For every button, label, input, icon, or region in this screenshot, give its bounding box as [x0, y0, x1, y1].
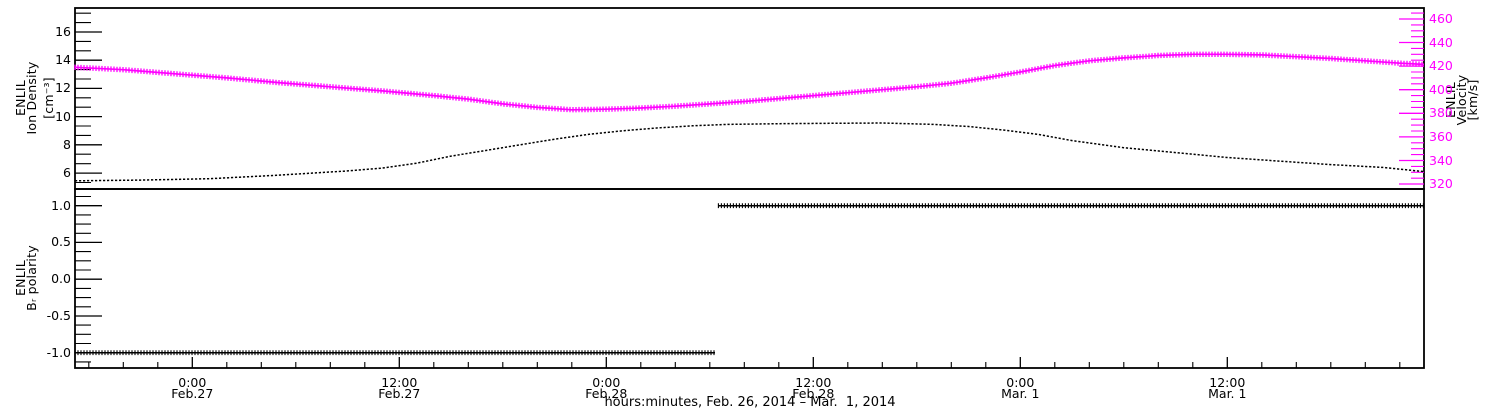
density-axis-tick-label: 10 — [55, 108, 71, 124]
polarity-axis-tick-label: -0.5 — [46, 307, 71, 323]
density-axis-tick-label: 8 — [63, 136, 71, 152]
velocity-axis-tick-label: 460 — [1429, 10, 1453, 26]
x-tick-date-label: Mar. 1 — [1001, 385, 1040, 401]
x-tick-date-label: Feb.28 — [792, 385, 835, 401]
br-polarity-segment-markers — [74, 350, 715, 356]
density-axis-tick-label: 16 — [55, 23, 71, 39]
polarity-axis-major-ticks — [75, 205, 102, 354]
x-tick-date-label: Feb.27 — [171, 385, 214, 401]
x-tick-date-label: Feb.28 — [585, 385, 628, 401]
density-axis-tick-label: 12 — [55, 80, 71, 96]
velocity-axis-tick-label: 340 — [1429, 152, 1453, 168]
velocity-axis-tick-label: 420 — [1429, 57, 1453, 73]
velocity-axis-tick-label: 360 — [1429, 128, 1453, 144]
polarity-axis-minor-ticks — [75, 195, 91, 363]
polarity-axis-tick-label: 0.0 — [51, 270, 71, 286]
polarity-axis-tick-label: -1.0 — [46, 344, 71, 360]
br-polarity-segment-markers — [717, 203, 1424, 209]
velocity-curve-markers — [74, 51, 1423, 113]
density-axis-tick-label: 14 — [55, 51, 71, 67]
velocity-axis-minor-ticks — [1411, 12, 1424, 179]
velocity-axis-tick-label: 400 — [1429, 81, 1453, 97]
x-axis-major-ticks — [191, 357, 1228, 368]
velocity-axis-tick-label: 380 — [1429, 105, 1453, 121]
density-axis-title-line2: Ion Density — [23, 61, 39, 135]
x-tick-time-label: 0:00 — [592, 375, 621, 390]
x-axis-title: hours:minutes, Feb. 26, 2014 – Mar. 1, 2… — [604, 395, 896, 410]
x-axis-minor-ticks — [88, 362, 1401, 368]
velocity-axis-major-ticks — [1399, 18, 1424, 185]
density-axis-major-ticks — [75, 31, 102, 174]
x-tick-time-label: 12:00 — [381, 375, 418, 390]
bottom-panel-frame — [74, 188, 1425, 369]
polarity-axis-title-line2: Bᵣ polarity — [23, 245, 39, 311]
density-axis-minor-ticks — [75, 12, 91, 184]
x-tick-time-label: 0:00 — [178, 375, 207, 390]
polarity-axis-tick-label: 0.5 — [51, 234, 71, 250]
velocity-axis-unit: [km/s] — [1464, 79, 1480, 121]
velocity-axis-tick-label: 440 — [1429, 34, 1453, 50]
x-tick-time-label: 0:00 — [1006, 375, 1035, 390]
ion-density-curve — [74, 122, 1425, 182]
x-tick-time-label: 12:00 — [795, 375, 832, 390]
density-axis-unit: [cm⁻³] — [40, 77, 56, 119]
polarity-axis-tick-label: 1.0 — [51, 197, 71, 213]
x-tick-date-label: Feb.27 — [378, 385, 421, 401]
velocity-axis-tick-label: 320 — [1429, 175, 1453, 191]
x-tick-time-label: 12:00 — [1209, 375, 1246, 390]
density-axis-tick-label: 6 — [63, 164, 71, 180]
x-tick-date-label: Mar. 1 — [1208, 385, 1247, 401]
